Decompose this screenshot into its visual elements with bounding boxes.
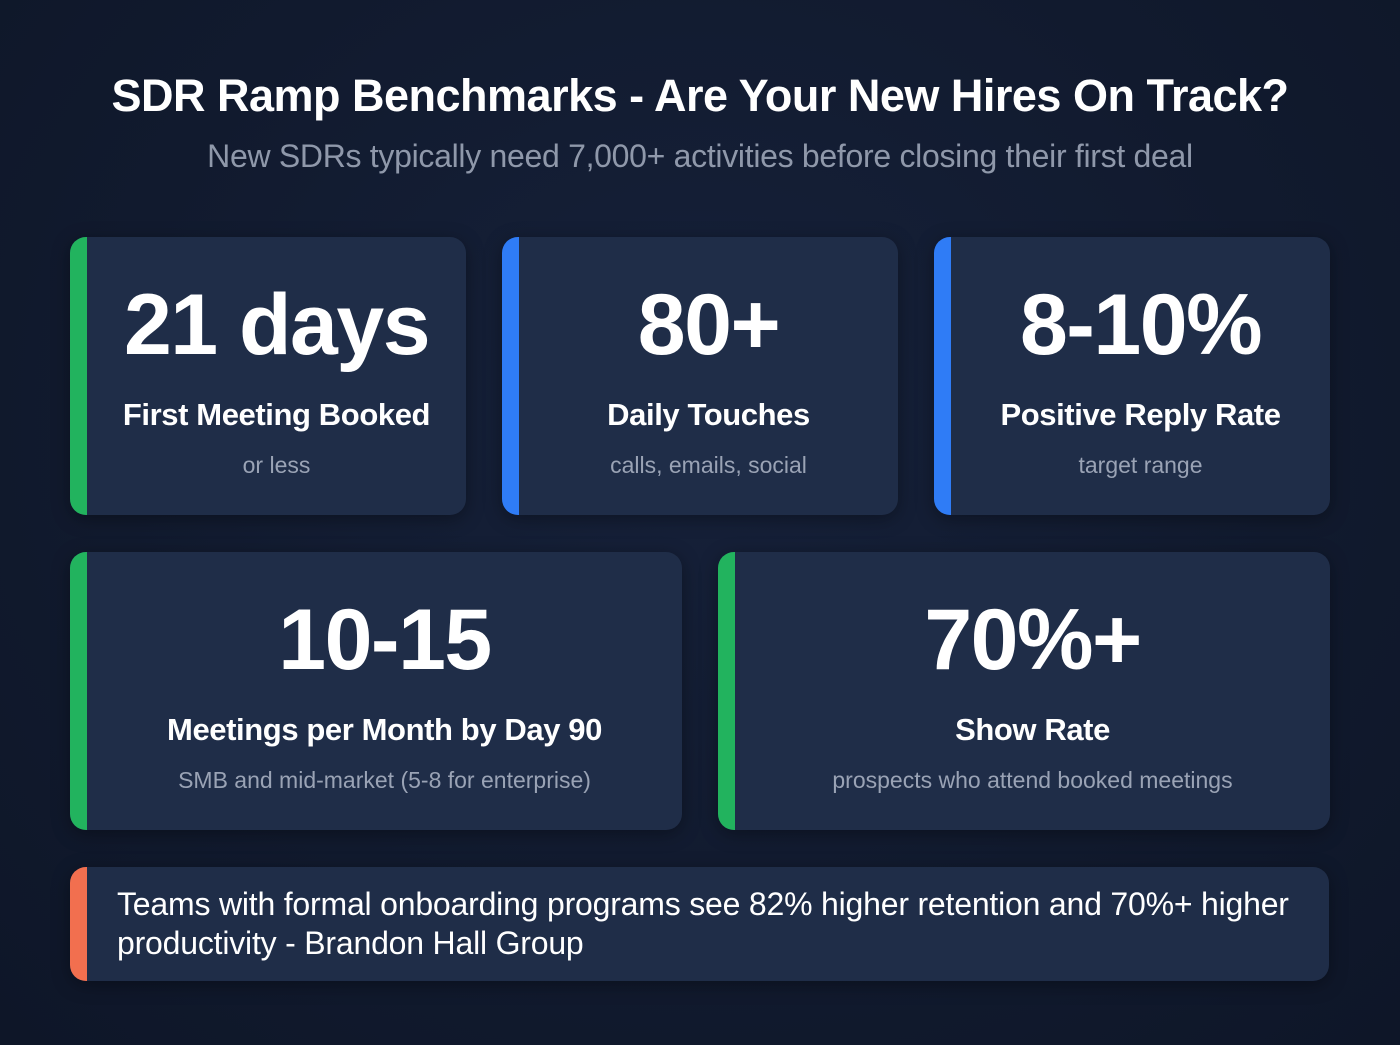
accent-bar (70, 237, 87, 515)
metric-note: target range (1078, 452, 1203, 478)
page-subtitle: New SDRs typically need 7,000+ activitie… (207, 138, 1193, 174)
accent-bar (934, 237, 951, 515)
metric-value: 70%+ (924, 592, 1142, 688)
metric-value: 80+ (637, 277, 781, 373)
metric-note: SMB and mid-market (5-8 for enterprise) (178, 767, 591, 793)
metric-label: Meetings per Month by Day 90 (167, 712, 602, 747)
retention-callout: Teams with formal onboarding programs se… (70, 867, 1329, 981)
metric-value: 21 days (123, 277, 431, 373)
accent-bar (718, 552, 735, 830)
metric-note: prospects who attend booked meetings (832, 767, 1233, 793)
metric-note: calls, emails, social (610, 452, 807, 478)
benchmark-card-reply-rate: 8-10% Positive Reply Rate target range (934, 237, 1330, 515)
metric-note: or less (242, 452, 311, 478)
metric-label: Positive Reply Rate (1000, 397, 1281, 432)
accent-bar (70, 867, 87, 981)
benchmark-card-show-rate: 70%+ Show Rate prospects who attend book… (718, 552, 1330, 830)
metric-value: 8-10% (1019, 277, 1263, 373)
page-title: SDR Ramp Benchmarks - Are Your New Hires… (111, 70, 1289, 121)
benchmark-card-daily-touches: 80+ Daily Touches calls, emails, social (502, 237, 898, 515)
metric-value: 10-15 (278, 592, 492, 688)
accent-bar (70, 552, 87, 830)
metric-label: Show Rate (955, 712, 1110, 747)
callout-text: Teams with formal onboarding programs se… (117, 886, 1289, 961)
benchmark-card-meetings-per-month: 10-15 Meetings per Month by Day 90 SMB a… (70, 552, 682, 830)
benchmark-card-first-meeting: 21 days First Meeting Booked or less (70, 237, 466, 515)
accent-bar (502, 237, 519, 515)
metric-label: Daily Touches (607, 397, 810, 432)
metric-label: First Meeting Booked (122, 397, 431, 432)
